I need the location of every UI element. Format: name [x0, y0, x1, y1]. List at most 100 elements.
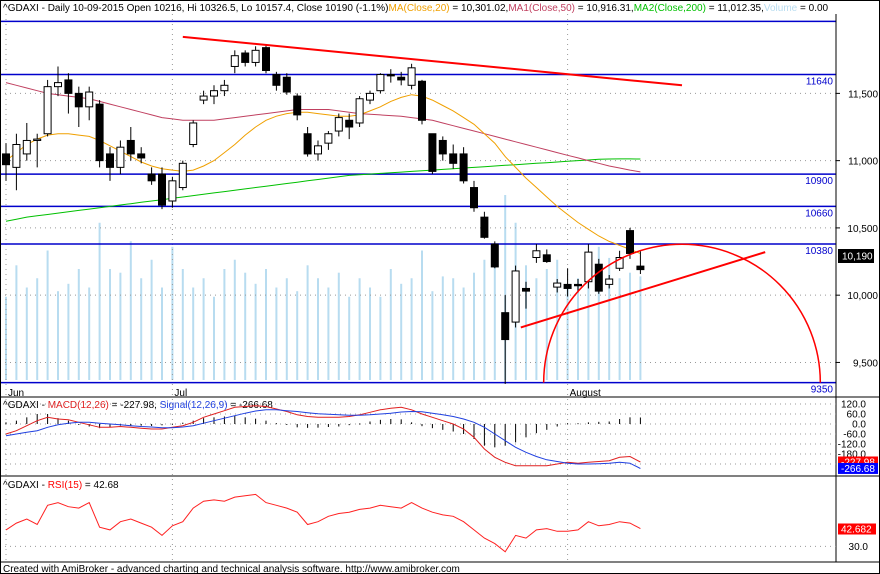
ma50-legend-value: = 10,916.31, — [575, 3, 634, 14]
volume-bar — [452, 278, 455, 380]
volume-bar — [88, 287, 91, 380]
candle-body — [366, 92, 374, 101]
macd-histogram-bar — [5, 422, 7, 424]
candle-body — [210, 90, 218, 97]
volume-bar — [421, 250, 423, 380]
volume-bar — [473, 272, 475, 380]
volume-bar — [348, 296, 351, 380]
macd-histogram-bar — [629, 417, 631, 424]
macd-histogram-bar — [608, 421, 610, 424]
last-price-label: 10,190 — [842, 252, 873, 263]
macd-histogram-bar — [525, 424, 527, 438]
candle-body — [542, 254, 551, 263]
candle-body — [85, 91, 94, 108]
candle-body — [251, 49, 260, 63]
candle-body — [199, 95, 208, 101]
volume-bar — [431, 291, 434, 380]
candle-body — [137, 153, 146, 159]
macd-plot: 120.060.00.0-60.0-120.0-180.0-240.0-227.… — [0, 399, 878, 475]
macd-histogram-bar — [99, 424, 101, 429]
rsi-pane: ^GDAXI - RSI(15) = 42.68 30.0 42.682 — [0, 478, 876, 560]
volume-bar — [285, 278, 288, 380]
macd-histogram-bar — [535, 424, 537, 434]
rsi-line — [5, 493, 641, 553]
ma200-line — [5, 158, 641, 222]
macd-histogram-bar — [171, 423, 173, 425]
macd-histogram-bar — [265, 420, 267, 424]
volume-bars — [5, 195, 642, 380]
macd-histogram-bar — [411, 422, 413, 424]
date-axis: JunJulAugustSeptember — [8, 388, 601, 399]
macd-tick-label: 60.0 — [847, 410, 867, 421]
candles — [2, 44, 645, 384]
candle-body — [74, 92, 83, 108]
volume-bar — [181, 269, 184, 380]
candle-body — [522, 287, 530, 292]
volume-bar — [265, 269, 267, 380]
candle-body — [334, 117, 343, 132]
macd-tick-label: -60.0 — [843, 430, 866, 441]
volume-bar — [577, 278, 579, 380]
candle-body — [480, 216, 489, 238]
candle-body — [314, 145, 322, 155]
candle-body — [345, 119, 354, 128]
macd-histogram-bar — [36, 414, 38, 424]
candle-body — [574, 283, 582, 287]
volume-bar — [535, 278, 538, 380]
volume-bar — [192, 287, 195, 380]
macd-histogram-bar — [567, 423, 569, 425]
candle-body — [158, 173, 166, 206]
volume-bar — [389, 269, 392, 380]
candle-body — [43, 86, 52, 135]
rsi-title: ^GDAXI - RSI(15) = 42.68 — [3, 480, 119, 491]
macd-series-line — [5, 405, 641, 467]
macd-histogram-bar — [327, 424, 329, 427]
macd-histogram-bar — [379, 419, 381, 424]
macd-histogram-bar — [161, 424, 163, 426]
volume-bar — [119, 272, 122, 380]
volume-bar — [317, 278, 319, 380]
macd-histogram-bar — [130, 424, 132, 426]
volume-bar — [233, 259, 236, 380]
macd-histogram-bar — [504, 424, 506, 446]
ma20-legend-value: = 10,301.02, — [450, 3, 509, 14]
macd-histogram-bar — [67, 420, 69, 424]
volume-bar — [213, 296, 215, 380]
volume-bar — [57, 291, 59, 380]
volume-bar — [337, 272, 340, 380]
candle-body — [355, 98, 364, 124]
rsi-value-tag-label: 42.682 — [841, 525, 872, 536]
macd-histogram-bar — [483, 424, 485, 446]
macd-histogram-bar — [47, 414, 49, 424]
macd-histogram-bar — [275, 423, 277, 425]
footer-credit: Created with AmiBroker - advanced charti… — [3, 564, 460, 574]
volume-bar — [244, 272, 247, 380]
macd-histogram-bar — [546, 424, 548, 430]
volume-bar — [77, 269, 80, 380]
candle-body — [12, 143, 21, 168]
rsi-value-tag — [838, 523, 876, 535]
volume-bar — [223, 269, 226, 380]
candle-body — [22, 139, 31, 155]
macd-histogram-bar — [109, 424, 111, 428]
candle-body — [241, 52, 250, 63]
ma20-line — [5, 94, 641, 254]
volume-bar — [46, 250, 49, 380]
volume-legend: Volume — [764, 3, 798, 14]
price-tick-label: 11,500 — [848, 89, 878, 100]
rsi-legend: RSI(15) — [48, 480, 82, 491]
macd-pane: ^GDAXI - MACD(12,26) = -227.98, Signal(1… — [0, 399, 878, 475]
candle-body — [178, 162, 187, 189]
candle-body — [168, 180, 177, 202]
macd-histogram-bar — [223, 416, 225, 424]
level-label: 10660 — [805, 208, 833, 219]
macd-title: ^GDAXI - MACD(12,26) = -227.98, Signal(1… — [3, 400, 273, 411]
candle-body — [324, 133, 333, 144]
volume-bar — [296, 291, 299, 380]
volume-bar — [306, 265, 309, 380]
macd-histogram-bar — [390, 419, 392, 424]
macd-histogram-bar — [151, 424, 153, 426]
macd-histogram-bar — [400, 419, 402, 424]
price-tick-label: 11,000 — [848, 157, 878, 168]
volume-bar — [36, 278, 39, 380]
